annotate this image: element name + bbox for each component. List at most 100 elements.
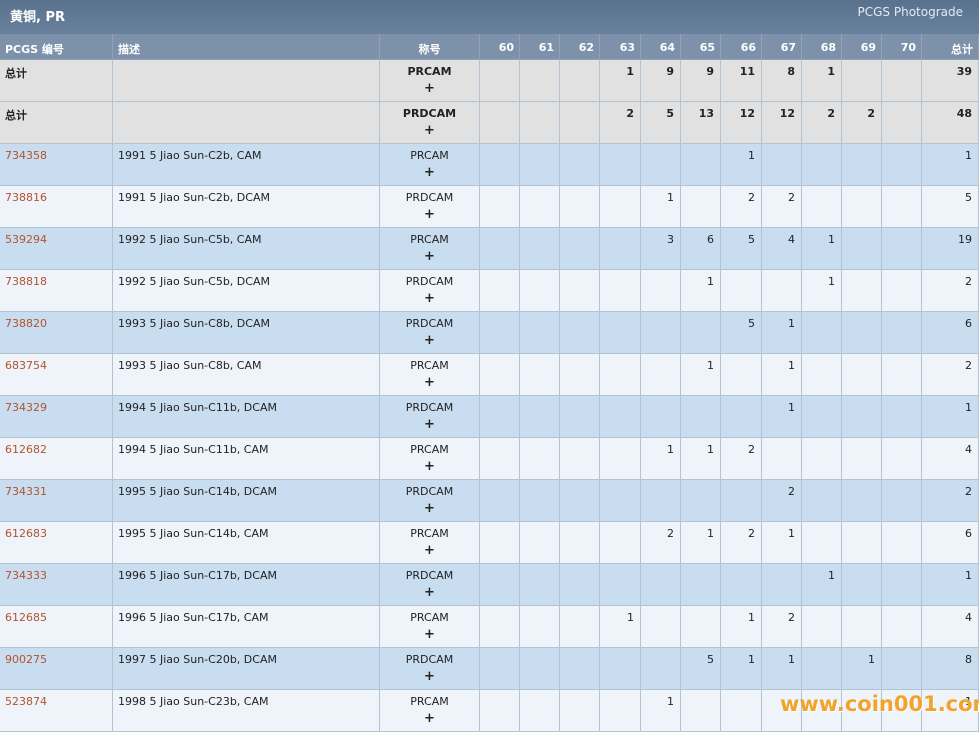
table-cell [882,60,922,102]
plus-icon[interactable]: + [424,165,435,180]
table-cell: 11 [721,60,762,102]
table-cell [641,144,681,186]
table-cell: PRCAM + [380,60,480,102]
table-cell: 1996 5 Jiao Sun-C17b, DCAM [113,564,380,606]
table-cell: 1 [762,648,802,690]
plus-icon[interactable]: + [424,669,435,684]
coin-number-link[interactable]: 612682 [5,443,47,456]
plus-icon[interactable]: + [424,249,435,264]
plus-icon[interactable]: + [424,123,435,138]
table-cell: 48 [922,102,979,144]
table-cell [113,102,380,144]
table-cell [762,144,802,186]
table-cell: 12 [721,102,762,144]
table-cell: 1 [641,438,681,480]
plus-icon[interactable]: + [424,543,435,558]
grade-count: 1 [788,653,795,666]
grade-count: 13 [698,107,714,120]
coin-number-link[interactable]: 738816 [5,191,47,204]
grade-count: 1 [748,653,755,666]
table-cell [681,606,721,648]
coin-number-link[interactable]: 539294 [5,233,47,246]
plus-icon[interactable]: + [424,375,435,390]
table-cell: 2 [922,354,979,396]
table-cell [520,270,560,312]
table-cell: 734333 [0,564,113,606]
coin-number-link[interactable]: 523874 [5,695,47,708]
table-cell: PRCAM + [380,690,480,732]
table-cell [882,438,922,480]
designation: PRDCAM [405,653,454,666]
table-cell [882,228,922,270]
table-cell: 1 [842,648,882,690]
table-cell: PRDCAM + [380,648,480,690]
table-cell: 1 [922,396,979,438]
table-cell [560,270,600,312]
table-cell [600,648,641,690]
table-cell: 8 [922,648,979,690]
table-cell [681,564,721,606]
table-cell [641,270,681,312]
table-cell: 738820 [0,312,113,354]
coin-number-link[interactable]: 734331 [5,485,47,498]
grade-count: 1 [667,443,674,456]
row-total: 1 [965,695,972,708]
plus-icon[interactable]: + [424,627,435,642]
coin-number-link[interactable]: 738820 [5,317,47,330]
plus-icon[interactable]: + [424,207,435,222]
table-cell [560,522,600,564]
row-total: 1 [965,149,972,162]
grade-count: 1 [868,653,875,666]
total-label: 总计 [5,67,27,80]
plus-icon[interactable]: + [424,711,435,726]
table-cell [560,102,600,144]
table-cell [802,606,842,648]
designation: PRDCAM [405,401,454,414]
table-cell: 2 [762,480,802,522]
table-cell [842,312,882,354]
plus-icon[interactable]: + [424,417,435,432]
table-cell: 2 [721,438,762,480]
coin-number-link[interactable]: 734358 [5,149,47,162]
coin-number-link[interactable]: 683754 [5,359,47,372]
table-cell [520,186,560,228]
table-cell: 2 [762,186,802,228]
grade-count: 1 [748,149,755,162]
table-cell: PRCAM + [380,606,480,648]
table-cell [721,354,762,396]
table-cell: PRCAM + [380,144,480,186]
column-header: 61 [520,34,560,60]
coin-number-link[interactable]: 734333 [5,569,47,582]
table-cell [802,144,842,186]
table-cell [480,480,520,522]
coin-number-link[interactable]: 738818 [5,275,47,288]
coin-number-link[interactable]: 734329 [5,401,47,414]
table-cell: 1 [762,354,802,396]
table-cell [842,522,882,564]
table-cell: 2 [721,186,762,228]
plus-icon[interactable]: + [424,333,435,348]
table-cell [560,312,600,354]
coin-number-link[interactable]: 612683 [5,527,47,540]
plus-icon[interactable]: + [424,291,435,306]
plus-icon[interactable]: + [424,501,435,516]
grade-count: 2 [748,443,755,456]
table-cell [520,564,560,606]
table-cell [681,186,721,228]
table-cell: PRDCAM + [380,564,480,606]
table-cell: 900275 [0,648,113,690]
coin-number-link[interactable]: 900275 [5,653,47,666]
table-cell [560,354,600,396]
grade-count: 3 [667,233,674,246]
table-cell: 总计 [0,102,113,144]
plus-icon[interactable]: + [424,585,435,600]
table-cell [641,354,681,396]
description: 1998 5 Jiao Sun-C23b, CAM [118,695,269,708]
table-cell: 1 [802,228,842,270]
plus-icon[interactable]: + [424,81,435,96]
plus-icon[interactable]: + [424,459,435,474]
photograde-link[interactable]: PCGS Photograde [857,5,963,19]
table-cell [560,144,600,186]
coin-number-link[interactable]: 612685 [5,611,47,624]
table-cell [520,522,560,564]
